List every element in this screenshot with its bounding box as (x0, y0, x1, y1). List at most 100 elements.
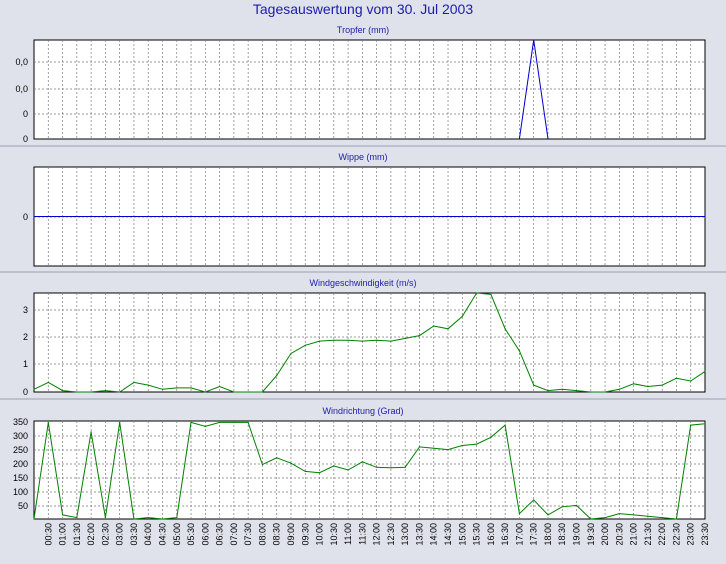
x-tick-label: 02:00 (86, 523, 96, 546)
x-tick-label: 03:30 (129, 523, 139, 546)
data-point (661, 517, 663, 519)
data-point (61, 390, 64, 392)
data-point (333, 465, 335, 467)
data-point (333, 339, 335, 341)
panel-4: Windrichtung (Grad) 50 100 150 200 250 300 350 (13, 406, 706, 520)
data-point (418, 446, 421, 448)
x-tick-label: 07:30 (243, 523, 253, 546)
data-point (119, 391, 121, 393)
y-tick-label: 50 (18, 501, 28, 511)
data-point (176, 387, 178, 389)
data-point (290, 462, 292, 464)
y-tick-label: 200 (13, 459, 28, 469)
data-point (261, 391, 264, 393)
x-tick-label: 15:00 (457, 523, 467, 546)
x-tick-label: 15:30 (472, 523, 482, 546)
plot-area (33, 420, 706, 520)
data-point (361, 340, 363, 342)
data-point (504, 424, 506, 426)
x-tick-label: 14:30 (443, 523, 453, 546)
panel-title: Tropfer (mm) (337, 25, 389, 35)
data-point (661, 384, 663, 386)
data-point (618, 388, 620, 390)
data-point (704, 215, 706, 218)
data-point (376, 466, 378, 468)
data-point (490, 436, 492, 438)
data-point (433, 447, 435, 449)
x-tick-label: 19:30 (586, 523, 596, 546)
data-point (704, 423, 706, 425)
data-point (276, 457, 278, 459)
data-point (104, 517, 106, 519)
data-point (533, 39, 535, 41)
x-tick-label: 09:30 (300, 523, 310, 546)
x-tick-label: 11:00 (343, 523, 353, 545)
panel-3: Windgeschwindigkeit (m/s) 0 1 2 3 (0, 278, 726, 400)
data-point (33, 518, 35, 520)
data-point (47, 421, 49, 423)
x-tick-label: 16:00 (486, 523, 496, 546)
data-point (675, 377, 678, 379)
data-point (418, 335, 421, 337)
x-tick-label: 03:00 (115, 523, 125, 546)
x-tick-label: 13:30 (414, 523, 424, 546)
data-point (475, 292, 478, 294)
x-tick-label: 11:30 (357, 523, 367, 545)
x-tick-label: 21:30 (643, 523, 653, 546)
data-point (647, 515, 649, 517)
x-tick-label: 12:30 (386, 523, 396, 546)
data-point (518, 512, 521, 515)
data-point (590, 391, 592, 393)
x-tick-label: 17:00 (514, 523, 524, 546)
data-point (547, 514, 549, 516)
data-point (290, 352, 292, 355)
y-tick-label: 0 (23, 212, 28, 222)
x-tick-label: 20:30 (614, 523, 624, 546)
x-tick-label: 01:30 (72, 523, 82, 546)
x-axis: 00:30 01:00 01:30 02:00 02:30 03:00 03:30 04:00… (43, 523, 710, 546)
x-tick-label: 10:00 (315, 523, 325, 546)
y-tick-label: 100 (13, 487, 28, 497)
data-point (190, 421, 192, 423)
data-point (147, 384, 149, 386)
x-tick-label: 12:00 (372, 523, 382, 546)
data-point (233, 391, 235, 393)
x-tick-label: 23:30 (700, 523, 710, 546)
data-point (347, 469, 349, 471)
data-point (504, 328, 506, 330)
data-point (90, 391, 92, 393)
data-point (690, 380, 692, 382)
data-point (404, 337, 406, 339)
x-tick-label: 16:30 (500, 523, 510, 546)
data-point (261, 463, 264, 466)
data-point (304, 344, 306, 346)
data-point (218, 385, 221, 388)
x-tick-label: 13:00 (400, 523, 410, 546)
plot-area (33, 39, 706, 140)
data-point (518, 350, 521, 352)
data-point (233, 421, 235, 423)
x-tick-label: 10:30 (329, 523, 339, 546)
data-point (433, 325, 435, 327)
x-tick-label: 00:30 (43, 523, 53, 546)
data-point (276, 374, 278, 377)
y-tick-label: 0,0 (15, 84, 28, 94)
data-point (76, 391, 78, 393)
x-tick-label: 06:30 (215, 523, 225, 546)
data-point (547, 390, 549, 392)
panel-title: Wippe (mm) (339, 152, 388, 162)
data-point (618, 512, 620, 515)
x-tick-label: 05:00 (172, 523, 182, 546)
data-point (533, 384, 535, 386)
y-tick-label: 0 (23, 134, 28, 144)
data-point (304, 470, 306, 472)
data-point (675, 518, 678, 520)
x-tick-label: 07:00 (229, 523, 239, 546)
data-point (475, 443, 478, 445)
data-point (190, 387, 192, 389)
data-point (133, 518, 135, 520)
x-tick-label: 08:00 (257, 523, 267, 546)
x-tick-label: 09:00 (286, 523, 296, 546)
y-tick-label: 2 (23, 332, 28, 342)
data-point (575, 504, 578, 506)
